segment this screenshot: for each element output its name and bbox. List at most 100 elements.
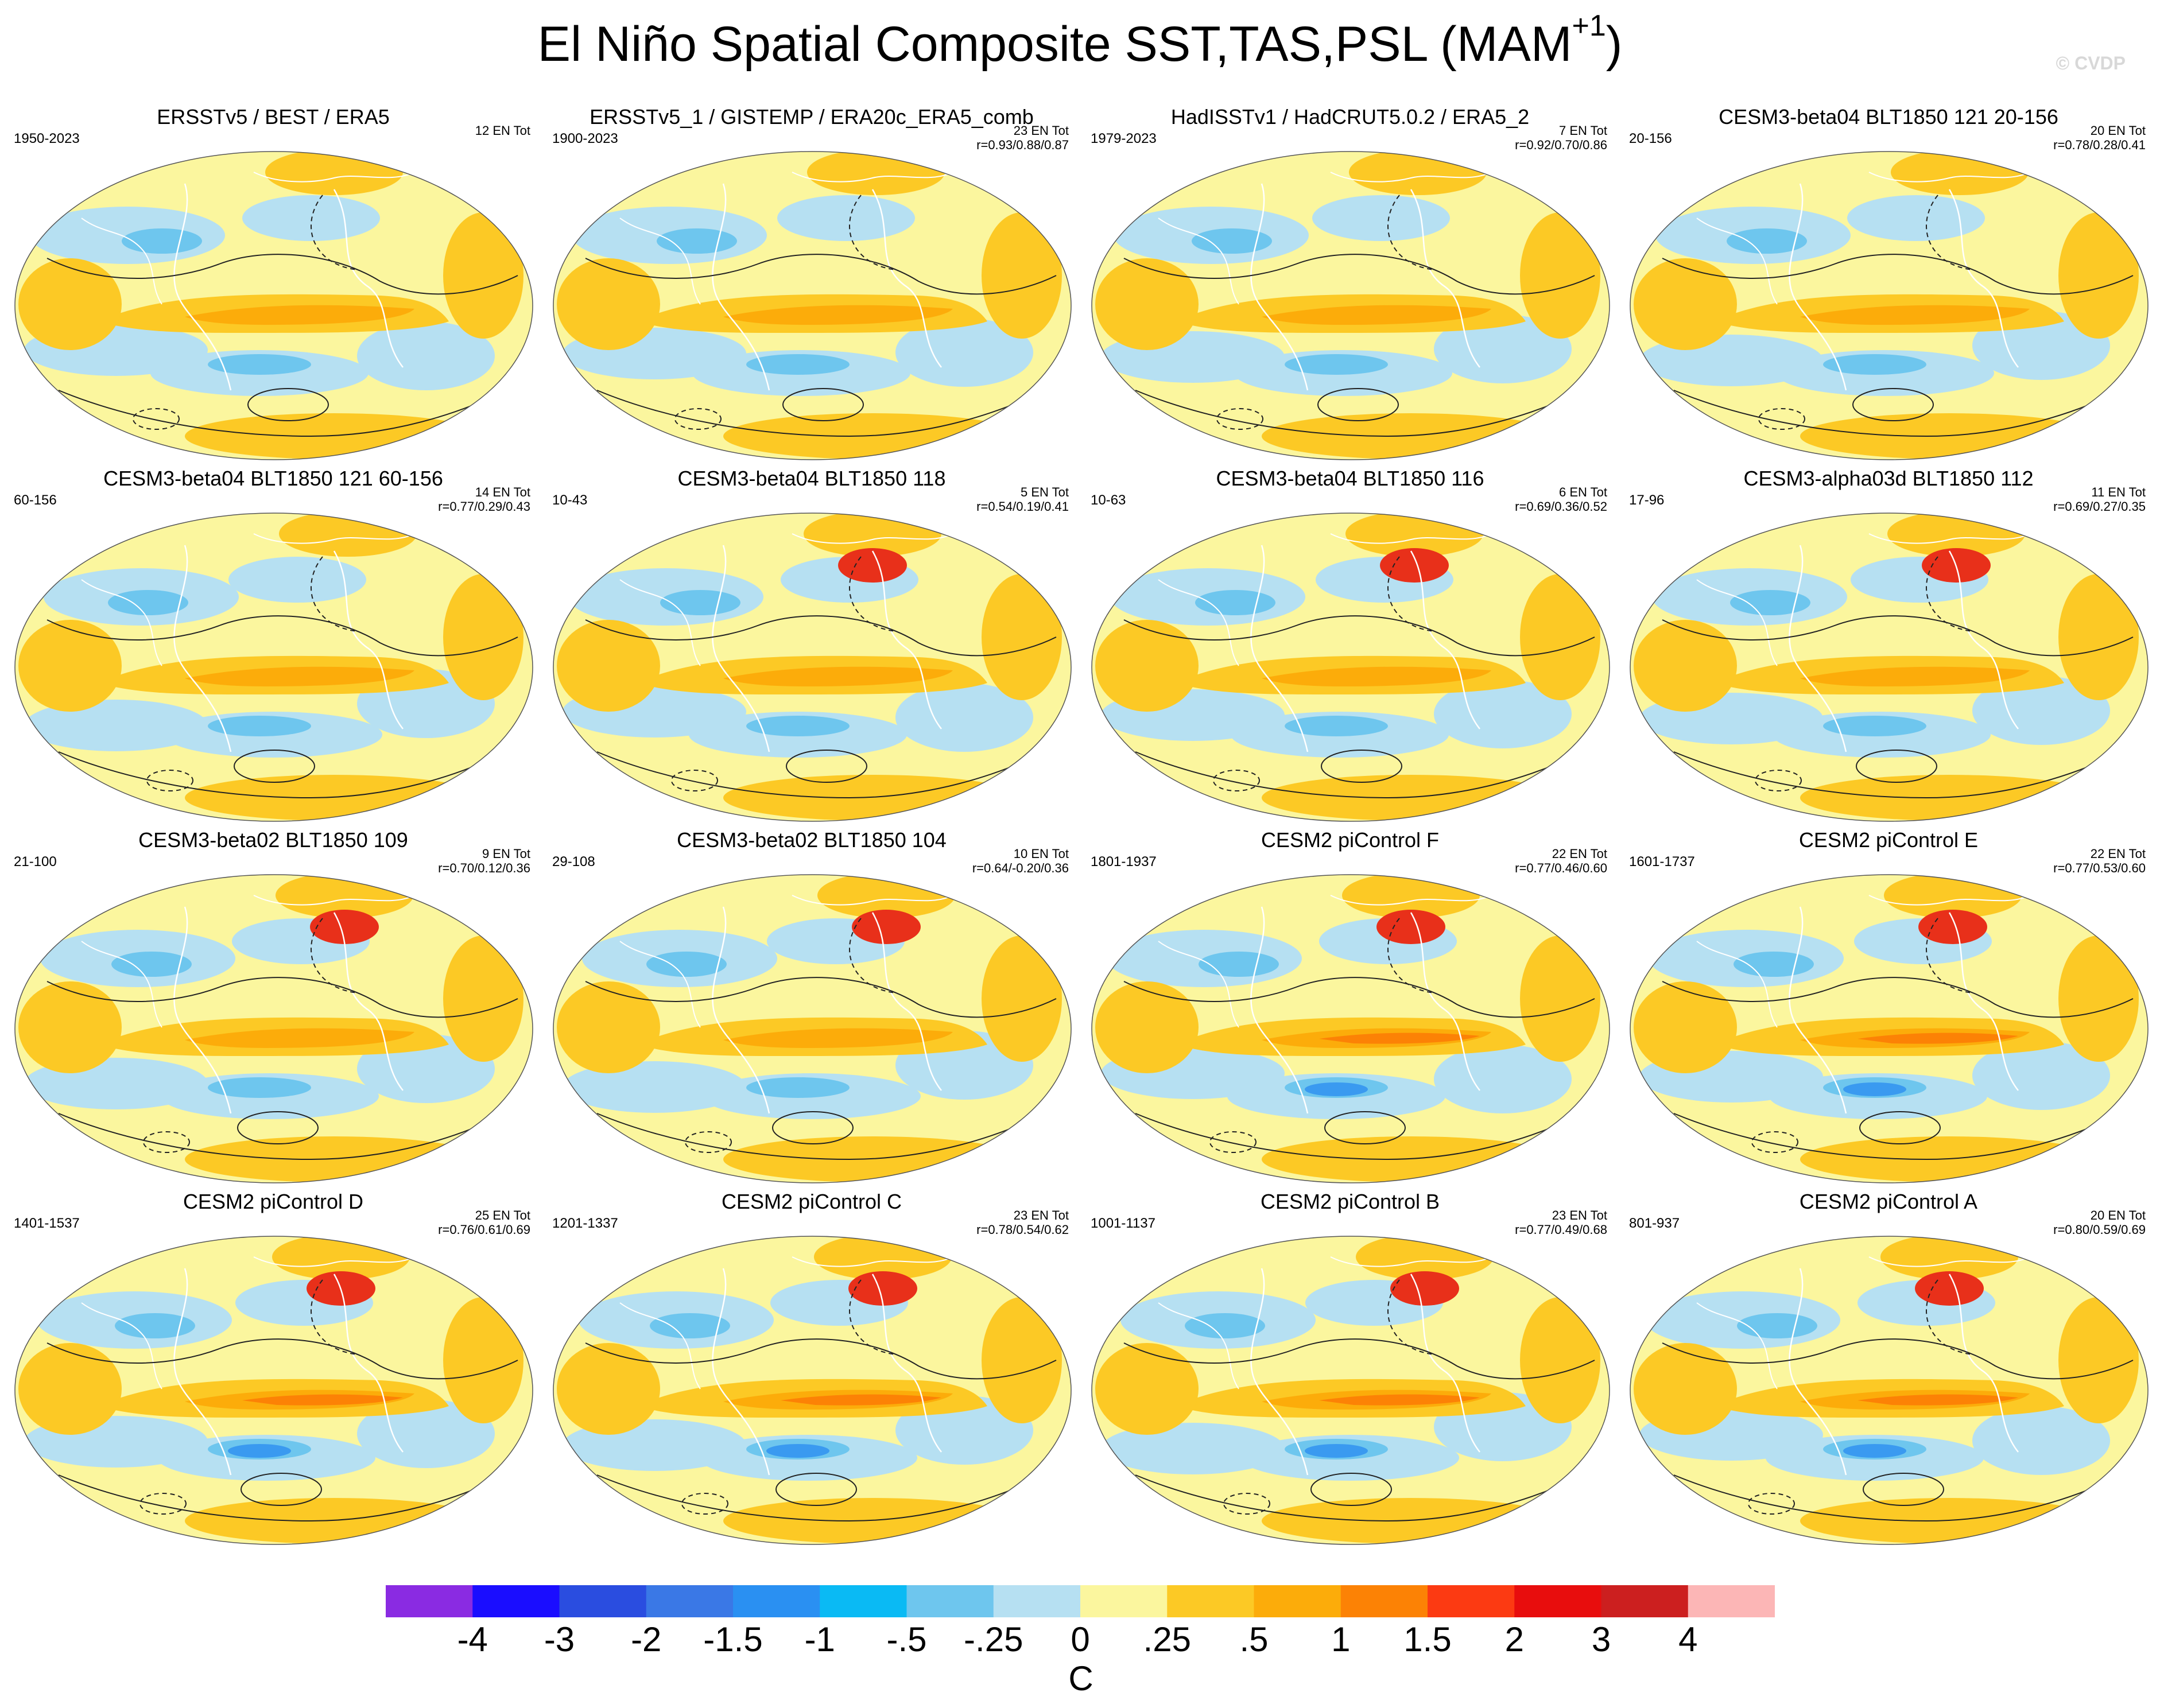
panel-period: 1900-2023 bbox=[552, 131, 618, 146]
anomaly-cold bbox=[746, 716, 850, 736]
coastline bbox=[712, 545, 770, 752]
map-panel: CESM2 piControl B 1001-1137 23 EN Tot r=0.7… bbox=[1080, 1189, 1620, 1548]
psl-contour bbox=[1662, 977, 2134, 1018]
coastline bbox=[1868, 895, 2030, 906]
panel-title: CESM2 piControl E bbox=[1798, 828, 1979, 852]
coastline bbox=[1250, 183, 1309, 391]
anomaly-cool bbox=[228, 557, 366, 603]
colorbar-swatch bbox=[1254, 1585, 1341, 1617]
coastline bbox=[1158, 218, 1239, 305]
panel-event-count: 11 EN Tot bbox=[2091, 485, 2146, 499]
psl-contour bbox=[247, 388, 329, 421]
anomaly-cold bbox=[208, 716, 311, 736]
psl-contour-dashed bbox=[1387, 195, 1434, 270]
panel-event-count: 20 EN Tot bbox=[2090, 123, 2146, 138]
panel-event-count: 23 EN Tot bbox=[1013, 1208, 1069, 1222]
anomaly-warm bbox=[1095, 620, 1199, 712]
anomaly-colder bbox=[1843, 1082, 1906, 1096]
anomaly-cool bbox=[563, 1061, 746, 1113]
anomaly-warm bbox=[443, 1297, 523, 1423]
colorbar-unit: C bbox=[1068, 1659, 1093, 1698]
map-container bbox=[1089, 511, 1612, 826]
coastline bbox=[1250, 545, 1309, 752]
coastline bbox=[871, 189, 942, 368]
map-outline bbox=[1091, 874, 1610, 1183]
anomaly-warmer bbox=[723, 1028, 953, 1048]
psl-contour bbox=[596, 390, 1045, 437]
anomaly-red bbox=[848, 1271, 917, 1306]
coastline bbox=[712, 906, 770, 1114]
psl-contour-dashed bbox=[1758, 408, 1805, 430]
map-plot bbox=[1630, 874, 2149, 1183]
coastline bbox=[333, 189, 404, 368]
psl-contour bbox=[1135, 751, 1584, 799]
panel-event-count: 6 EN Tot bbox=[1559, 485, 1607, 499]
anomaly-warm bbox=[185, 775, 483, 821]
map-panel: CESM3-beta04 BLT1850 121 20-156 20-156 20 … bbox=[1619, 104, 2158, 463]
panel-title: CESM3-beta04 BLT1850 121 60-156 bbox=[103, 467, 443, 490]
colorbar-swatch bbox=[1080, 1585, 1168, 1617]
colorbar-swatch bbox=[1514, 1585, 1601, 1617]
coastline bbox=[792, 895, 953, 906]
panel-period: 60-156 bbox=[14, 492, 57, 508]
anomaly-warm bbox=[723, 1498, 1022, 1544]
panel-title: CESM3-beta02 BLT1850 104 bbox=[677, 828, 947, 852]
anomaly-cold bbox=[208, 1077, 311, 1098]
psl-contour-dashed bbox=[311, 195, 358, 270]
coastline bbox=[1330, 895, 1492, 906]
colorbar-swatch bbox=[1167, 1585, 1254, 1617]
panel-period: 801-937 bbox=[1629, 1216, 1680, 1231]
psl-contour bbox=[1321, 750, 1402, 783]
anomaly-warm bbox=[185, 413, 483, 459]
panel-title: CESM2 piControl D bbox=[183, 1190, 364, 1213]
psl-contour bbox=[585, 977, 1057, 1018]
anomaly-warm bbox=[1262, 1136, 1560, 1182]
anomaly-colder bbox=[1843, 1444, 1906, 1458]
figure-title-superscript: +1 bbox=[1572, 9, 1606, 42]
psl-contour-dashed bbox=[311, 556, 358, 632]
map-panel: CESM2 piControl D 1401-1537 25 EN Tot r=0.7… bbox=[3, 1189, 543, 1548]
panel-correlation: r=0.77/0.46/0.60 bbox=[1515, 861, 1607, 875]
psl-contour-dashed bbox=[143, 1131, 190, 1153]
psl-contour-dashed bbox=[1387, 556, 1434, 632]
coastline bbox=[1948, 1274, 2019, 1453]
anomaly-warm bbox=[443, 935, 523, 1062]
coastline bbox=[1696, 941, 1778, 1028]
panel-correlation: r=0.70/0.12/0.36 bbox=[438, 861, 530, 875]
anomaly-warm bbox=[723, 413, 1022, 459]
coastline bbox=[871, 1274, 942, 1453]
map-panel: CESM3-alpha03d BLT1850 112 17-96 11 EN Tot… bbox=[1619, 466, 2158, 825]
anomaly-warmer bbox=[1262, 305, 1491, 325]
map-plot bbox=[14, 874, 533, 1183]
anomaly-colder bbox=[1305, 1082, 1368, 1096]
psl-contour bbox=[1673, 1474, 2122, 1522]
map-plot bbox=[1630, 151, 2149, 460]
map-panel: ERSSTv5_1 / GISTEMP / ERA20c_ERA5_comb 19… bbox=[542, 104, 1081, 463]
panel-correlation: r=0.80/0.59/0.69 bbox=[2053, 1222, 2146, 1237]
panel-period: 17-96 bbox=[1629, 492, 1665, 508]
map-container bbox=[1628, 149, 2150, 465]
panel-event-count: 23 EN Tot bbox=[1013, 123, 1069, 138]
map-outline bbox=[553, 1236, 1072, 1545]
map-container bbox=[551, 149, 1073, 465]
map-container bbox=[551, 1234, 1073, 1550]
anomaly-red bbox=[838, 548, 907, 583]
anomaly-cold bbox=[1192, 228, 1272, 254]
coastline bbox=[871, 550, 942, 729]
panel-period: 29-108 bbox=[552, 854, 595, 869]
anomaly-cold bbox=[1185, 1313, 1265, 1338]
colorbar-tick-label: -1.5 bbox=[703, 1620, 763, 1659]
map-panel: CESM2 piControl F 1801-1937 22 EN Tot r=0.7… bbox=[1080, 828, 1620, 1186]
coastline bbox=[1330, 172, 1492, 183]
map-container bbox=[1089, 1234, 1612, 1550]
map-outline bbox=[1630, 151, 2149, 460]
coastline bbox=[1250, 1268, 1309, 1476]
anomaly-warm bbox=[1634, 258, 1737, 350]
anomaly-warm bbox=[557, 620, 660, 712]
map-outline bbox=[1091, 151, 1610, 460]
psl-contour bbox=[1123, 615, 1595, 657]
anomaly-cold bbox=[650, 1313, 730, 1338]
map-plot bbox=[14, 1236, 533, 1545]
coastline bbox=[173, 1268, 232, 1476]
psl-contour bbox=[58, 390, 507, 437]
